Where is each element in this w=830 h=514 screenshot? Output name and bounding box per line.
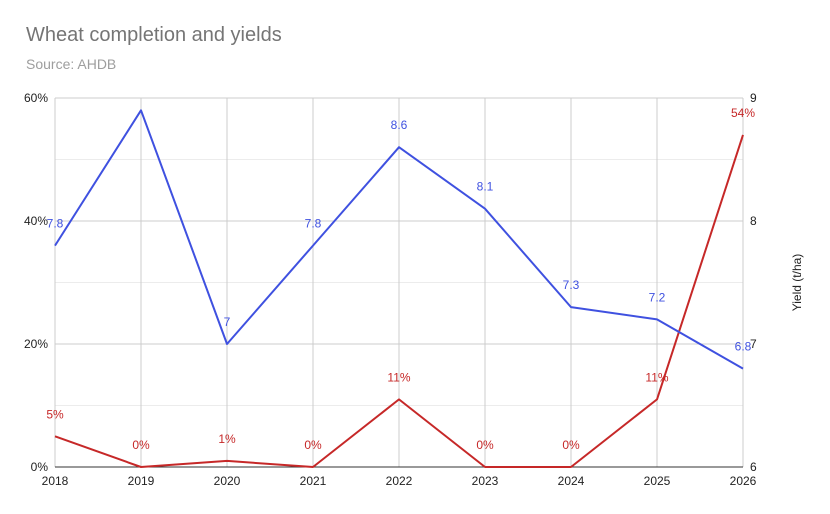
x-tick-label: 2019 [128, 474, 155, 488]
y-right-axis-title: Yield (t/ha) [790, 254, 804, 312]
completion-data-label: 5% [46, 407, 64, 421]
completion-data-label: 0% [132, 438, 150, 452]
x-tick-label: 2020 [214, 474, 241, 488]
x-tick-label: 2018 [42, 474, 69, 488]
y-right-tick-label: 7 [750, 337, 757, 351]
x-tick-label: 2022 [386, 474, 413, 488]
x-tick-label: 2024 [558, 474, 585, 488]
series-lines [54, 109, 744, 468]
yield-data-label: 7 [224, 315, 231, 329]
x-tick-label: 2026 [730, 474, 757, 488]
completion-data-label: 0% [304, 438, 322, 452]
x-tick-label: 2023 [472, 474, 499, 488]
y-right-tick-label: 8 [750, 214, 757, 228]
x-tick-label: 2021 [300, 474, 327, 488]
completion-data-label: 54% [731, 106, 755, 120]
completion-data-label: 0% [476, 438, 494, 452]
chart-title: Wheat completion and yields [26, 24, 282, 46]
data-labels: 5% 0% 1% 0% 11% 0% 0% 11% 54% 7.8 7 7.8 8.6 8.1 7.3 7.2… [46, 106, 755, 452]
y-left-tick-label: 40% [24, 214, 48, 228]
yield-data-label: 8.6 [391, 118, 408, 132]
completion-data-label: 1% [218, 432, 236, 446]
yield-data-label: 7.2 [649, 290, 666, 304]
completion-data-label: 11% [645, 370, 668, 384]
completion-data-label: 0% [562, 438, 580, 452]
completion-line [54, 134, 744, 468]
yield-data-label: 8.1 [477, 180, 494, 194]
y-left-tick-label: 20% [24, 337, 48, 351]
yield-data-label: 7.8 [47, 217, 64, 231]
yield-line [54, 109, 744, 370]
y-right-tick-label: 6 [750, 460, 757, 474]
completion-data-label: 11% [387, 370, 410, 384]
chart-subtitle: Source: AHDB [26, 56, 117, 72]
y-left-tick-label: 60% [24, 91, 48, 105]
x-tick-label: 2025 [644, 474, 671, 488]
y-left-tick-label: 0% [31, 460, 49, 474]
yield-data-label: 7.3 [563, 278, 580, 292]
axes: 0% 20% 40% 60% 6 7 8 9 2018 2019 2020 2021 2022 2023 2… [24, 91, 804, 488]
y-right-tick-label: 9 [750, 91, 757, 105]
yield-data-label: 7.8 [305, 217, 322, 231]
yield-data-label: 6.8 [735, 340, 752, 354]
grid-lines [54, 97, 744, 468]
